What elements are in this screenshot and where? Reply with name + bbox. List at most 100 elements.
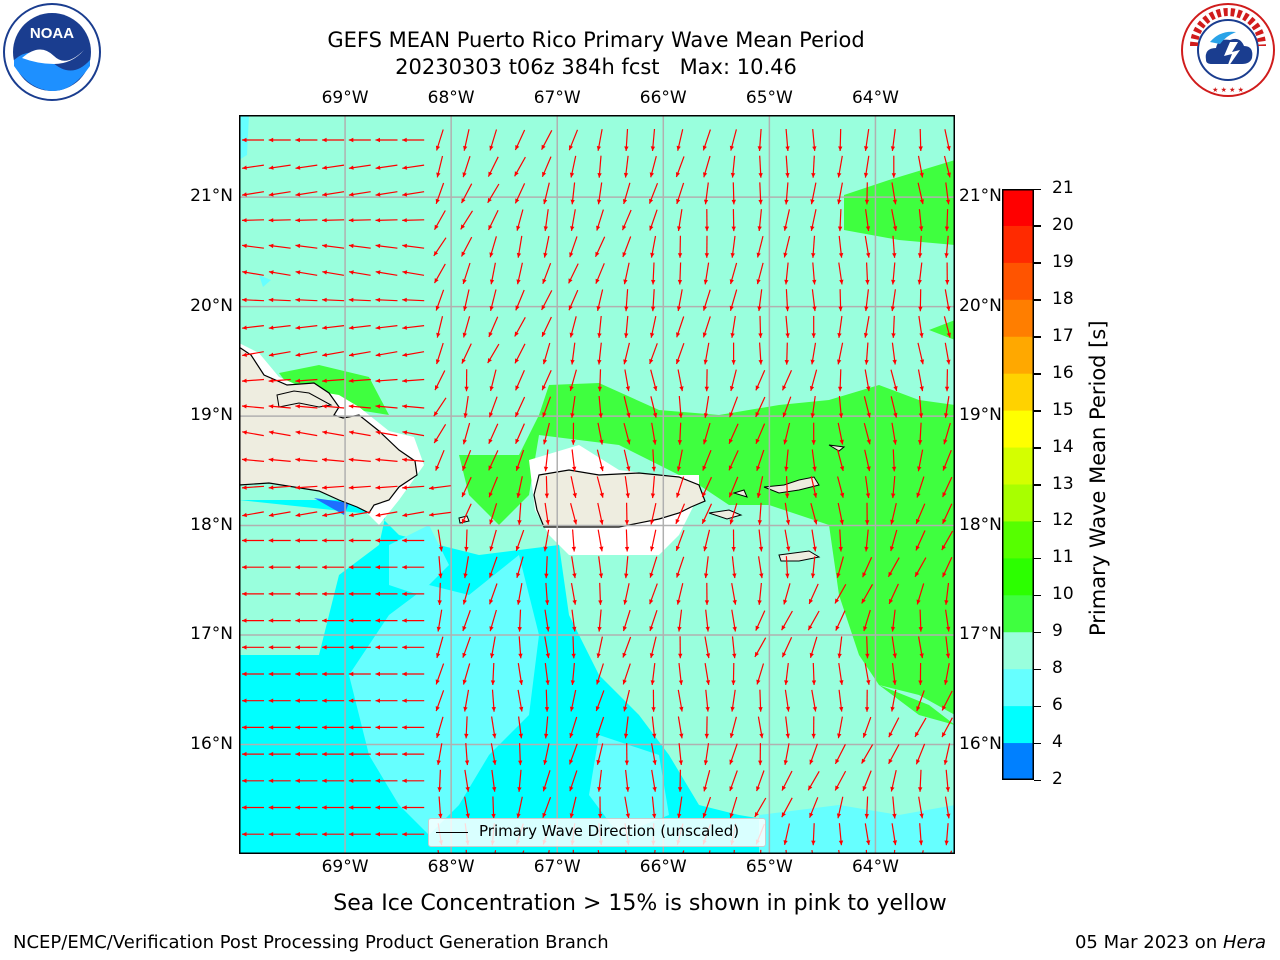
run-date-text: 05 Mar 2023 on: [1074, 932, 1223, 953]
period-band-10-11: [279, 365, 389, 415]
wave-arrow-head: [811, 840, 816, 846]
wave-arrow-head: [652, 439, 657, 445]
wave-arrow-head: [464, 386, 469, 392]
colorbar-segment: [1002, 632, 1034, 670]
wave-arrow-head: [295, 430, 301, 435]
wave-arrow-head: [242, 832, 247, 837]
wave-arrow-head: [402, 218, 407, 223]
wave-arrow-head: [678, 413, 683, 418]
anegada-island: [828, 444, 846, 452]
colorbar-tick-mark: [1034, 594, 1041, 597]
wave-arrow-head: [729, 519, 734, 525]
wave-arrow-head: [702, 812, 707, 818]
wave-arrow-head: [649, 225, 654, 231]
wave-arrow-head: [516, 279, 521, 285]
wave-arrow-head: [732, 626, 737, 632]
wave-arrow-head: [784, 279, 789, 285]
wave-arrow-head: [322, 645, 327, 650]
wave-arrow-head: [813, 493, 818, 498]
wave-arrow-head: [268, 165, 274, 170]
wave-arrow-head: [890, 706, 895, 712]
wave-arrow-head: [375, 751, 380, 757]
wave-arrow-head: [703, 413, 709, 418]
wave-arrow-head: [402, 192, 408, 197]
wave-arrow-head: [322, 671, 327, 677]
colorbar-tick-label: 8: [1052, 658, 1063, 679]
lon-label-bottom: 66°W: [639, 857, 687, 877]
wave-arrow-head: [676, 466, 682, 472]
wave-arrow-head: [677, 279, 683, 285]
wave-arrow-head: [918, 680, 923, 685]
wave-arrow-head: [489, 599, 494, 605]
wave-arrow-head: [597, 199, 602, 205]
wave-arrow-head: [754, 812, 759, 817]
wave-arrow-head: [569, 386, 574, 391]
wave-arrow-head: [541, 305, 546, 310]
wave-arrow-head: [514, 331, 519, 337]
nws-logo-icon: ★ ★ ★ ★: [1181, 3, 1275, 97]
wave-arrow-head: [809, 812, 814, 818]
wave-arrow-head: [402, 591, 407, 597]
wave-arrow-head: [348, 457, 354, 462]
wave-arrow-head: [597, 173, 602, 178]
wave-arrow-head: [863, 172, 869, 178]
wave-arrow-head: [944, 253, 949, 258]
wave-arrow-head: [572, 573, 577, 579]
wave-arrow-head: [918, 440, 923, 445]
wave-arrow-head: [295, 243, 301, 249]
wave-arrow-head: [570, 413, 575, 418]
wave-arrow-head: [702, 465, 707, 471]
wave-arrow-head: [429, 485, 434, 491]
wave-arrow-head: [892, 199, 897, 205]
sea-ice-note: Sea Ice Concentration > 15% is shown in …: [333, 891, 947, 916]
wave-arrow-head: [916, 759, 921, 765]
wave-arrow-head: [543, 546, 548, 552]
wave-arrow-head: [348, 565, 354, 570]
wave-arrow-head: [918, 627, 923, 632]
wave-arrow-head: [242, 165, 247, 170]
wave-arrow-head: [542, 812, 547, 818]
wave-arrow-head: [568, 305, 573, 311]
wave-arrow-head: [492, 787, 497, 792]
wave-arrow-head: [916, 706, 921, 711]
wave-arrow-head: [295, 698, 300, 703]
wave-arrow-head: [569, 172, 575, 178]
wave-arrow-head: [623, 359, 628, 365]
wave-arrow-head: [488, 171, 493, 177]
svg-text:★ ★ ★ ★: ★ ★ ★ ★: [1212, 86, 1244, 94]
wave-arrow-head: [625, 493, 630, 498]
wave-arrow-head: [810, 226, 815, 231]
wave-arrow-head: [487, 197, 492, 203]
colorbar-segment: [1002, 743, 1034, 780]
wave-arrow-head: [944, 840, 949, 846]
wave-arrow-head: [295, 618, 300, 623]
wave-arrow-head: [892, 653, 897, 659]
wave-arrow-head: [918, 146, 923, 151]
wave-arrow-head: [942, 732, 947, 738]
wave-arrow-head: [268, 218, 274, 223]
wave-arrow-head: [322, 778, 327, 783]
wave-arrow-head: [917, 253, 923, 258]
wave-arrow-head: [888, 571, 893, 577]
wave-arrow-head: [242, 297, 247, 303]
wave-arrow-head: [295, 751, 300, 757]
wave-arrow-head: [489, 279, 495, 285]
wave-arrow-head: [348, 243, 354, 249]
wave-arrow-head: [402, 243, 407, 249]
wave-arrow-head: [731, 547, 736, 552]
wave-arrow-head: [944, 386, 950, 392]
wave-arrow-head: [677, 626, 682, 632]
wave-arrow-head: [810, 359, 815, 365]
wave-arrow-head: [268, 457, 274, 462]
wave-arrow-head: [756, 786, 761, 792]
wave-arrow-head: [624, 546, 630, 552]
wave-arrow-head: [599, 492, 604, 498]
producer-credit: NCEP/EMC/Verification Post Processing Pr…: [13, 932, 609, 953]
wave-arrow-head: [489, 412, 494, 418]
lat-label-right: 21°N: [959, 186, 1002, 207]
wave-arrow-head: [462, 652, 467, 658]
chart-subtitle: 20230303 t06z 384h fcst Max: 10.46: [395, 55, 797, 79]
legend-label: Primary Wave Direction (unscaled): [479, 822, 740, 840]
wave-arrow-head: [652, 760, 657, 765]
wave-arrow-head: [703, 546, 708, 552]
